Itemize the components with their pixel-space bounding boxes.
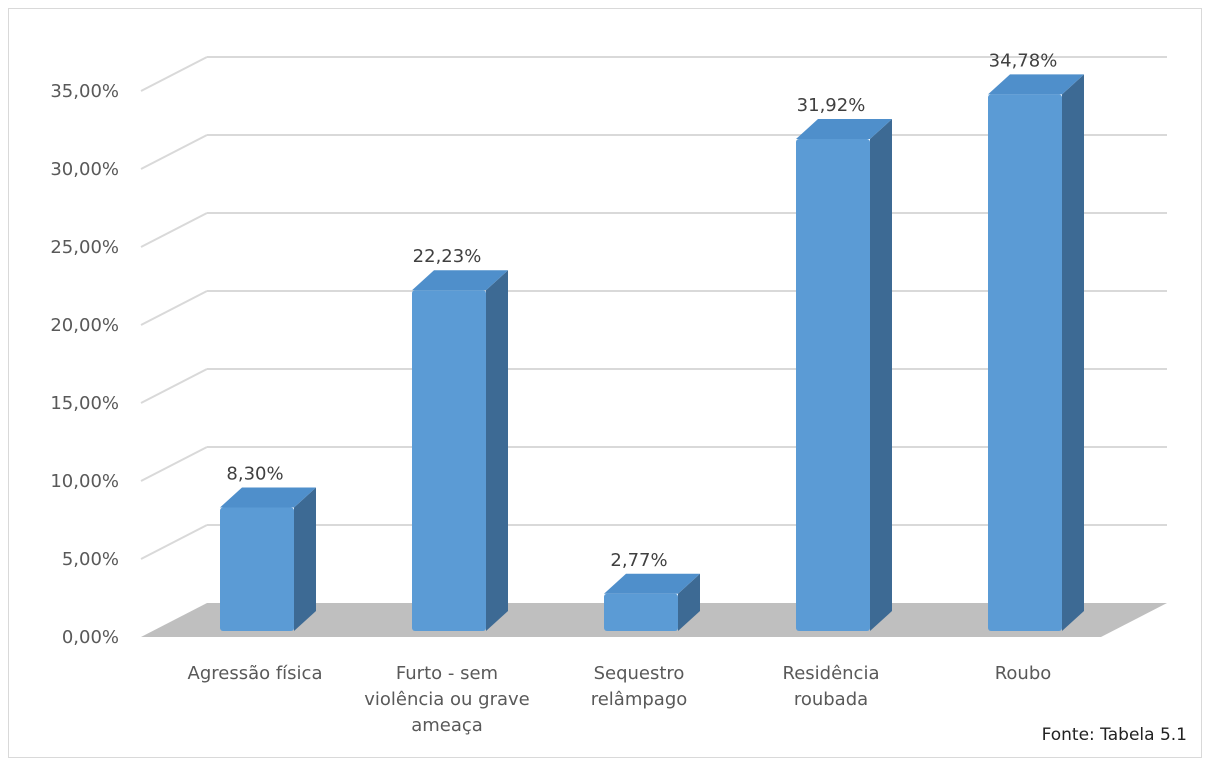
bar-side [678, 573, 700, 631]
y-tick-label: 35,00% [50, 81, 119, 102]
gridline-diagonal [140, 290, 208, 326]
x-tick-label: Roubo [995, 663, 1052, 684]
y-tick-label: 20,00% [50, 315, 119, 336]
data-label: 8,30% [226, 464, 283, 485]
gridline-diagonal [140, 446, 208, 482]
bar-side [486, 270, 508, 631]
gridline-diagonal [140, 368, 208, 404]
x-tick-label: Residência [783, 663, 880, 684]
bar-top [220, 487, 316, 508]
bar [412, 290, 486, 631]
chart-frame: 0,00% 5,00% 10,00% 15,00% 20,00% 25,00% 30,00%… [8, 8, 1202, 758]
x-tick-label: violência ou grave [364, 689, 530, 710]
y-tick-label: 30,00% [50, 159, 119, 180]
bar-side [294, 487, 316, 631]
bar-top [604, 573, 700, 594]
bar-top [988, 74, 1084, 95]
x-tick-label: roubada [794, 689, 868, 710]
bar-top [796, 119, 892, 140]
bar [220, 507, 294, 631]
bar-chart: 0,00% 5,00% 10,00% 15,00% 20,00% 25,00% 30,00%… [50, 50, 1167, 736]
data-label: 34,78% [989, 50, 1058, 71]
source-note: Fonte: Tabela 5.1 [1041, 725, 1187, 745]
x-tick-label: Sequestro [594, 663, 685, 684]
bar-side [870, 119, 892, 631]
x-tick-label: ameaça [411, 715, 483, 736]
gridline-diagonal [140, 524, 208, 560]
bar-side [1062, 74, 1084, 631]
bar [988, 94, 1062, 631]
y-tick-label: 15,00% [50, 393, 119, 414]
y-tick-label: 5,00% [62, 549, 119, 570]
x-tick-label: relâmpago [591, 689, 688, 710]
gridline-diagonal [140, 212, 208, 248]
bar [796, 139, 870, 631]
gridline-diagonal [140, 56, 208, 92]
gridline-diagonal [140, 134, 208, 170]
y-tick-label: 10,00% [50, 471, 119, 492]
y-tick-label: 0,00% [62, 627, 119, 648]
x-tick-label: Furto - sem [396, 663, 498, 684]
data-label: 22,23% [413, 246, 482, 267]
x-tick-label: Agressão física [188, 663, 323, 684]
bar [604, 593, 678, 631]
data-label: 2,77% [610, 550, 667, 571]
y-tick-label: 25,00% [50, 237, 119, 258]
bar-top [412, 270, 508, 291]
data-label: 31,92% [797, 95, 866, 116]
